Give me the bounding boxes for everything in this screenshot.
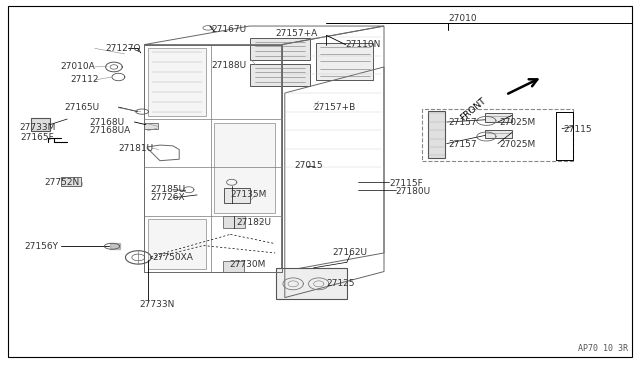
Text: 27165F: 27165F — [20, 133, 54, 142]
Text: 27733N: 27733N — [140, 300, 175, 309]
Text: 27010A: 27010A — [61, 62, 95, 71]
Bar — [485, 130, 512, 138]
Bar — [144, 123, 158, 129]
Text: 27125: 27125 — [326, 279, 355, 288]
Text: 27015: 27015 — [294, 161, 323, 170]
Bar — [61, 177, 81, 186]
Text: 27025M: 27025M — [499, 140, 536, 149]
Text: 27168U: 27168U — [90, 118, 125, 127]
Bar — [276, 268, 347, 299]
Text: 27115F: 27115F — [389, 179, 423, 187]
Text: 27162U: 27162U — [333, 248, 368, 257]
Text: 27180U: 27180U — [396, 187, 431, 196]
Bar — [223, 261, 244, 272]
Text: 27185U: 27185U — [150, 185, 186, 194]
Text: 27112: 27112 — [70, 76, 99, 84]
Text: 27110N: 27110N — [346, 40, 381, 49]
Text: 27167U: 27167U — [211, 25, 246, 34]
Text: 27127Q: 27127Q — [106, 44, 141, 53]
Text: 27157+B: 27157+B — [314, 103, 356, 112]
Bar — [422, 109, 573, 161]
Bar — [148, 48, 206, 116]
Text: 27752N: 27752N — [45, 178, 80, 187]
Text: 27726X: 27726X — [150, 193, 185, 202]
Bar — [316, 43, 373, 80]
Bar — [148, 219, 206, 269]
Text: 27750XA: 27750XA — [152, 253, 193, 262]
Bar — [224, 188, 250, 203]
Text: FRONT: FRONT — [459, 96, 488, 123]
Bar — [31, 118, 50, 131]
Text: 27182U: 27182U — [237, 218, 272, 227]
Text: 27730M: 27730M — [229, 260, 266, 269]
Text: 27157: 27157 — [448, 118, 477, 127]
Text: 27168UA: 27168UA — [90, 126, 131, 135]
Text: 27157: 27157 — [448, 140, 477, 149]
Text: 27010: 27010 — [448, 14, 477, 23]
Text: AP70 10 3R: AP70 10 3R — [579, 344, 628, 353]
Text: 27157+A: 27157+A — [275, 29, 317, 38]
Text: 27188U: 27188U — [211, 61, 246, 70]
Bar — [250, 64, 310, 86]
Text: 27181U: 27181U — [118, 144, 154, 153]
Text: 27156Y: 27156Y — [24, 242, 58, 251]
Polygon shape — [428, 111, 445, 158]
Bar — [250, 38, 310, 60]
Text: 27115: 27115 — [563, 125, 592, 134]
Bar — [485, 113, 512, 122]
Text: 27165U: 27165U — [64, 103, 99, 112]
Bar — [223, 216, 245, 228]
Text: 27733M: 27733M — [19, 123, 56, 132]
Text: 27025M: 27025M — [499, 118, 536, 127]
Text: 27135M: 27135M — [230, 190, 267, 199]
Bar — [214, 123, 275, 213]
